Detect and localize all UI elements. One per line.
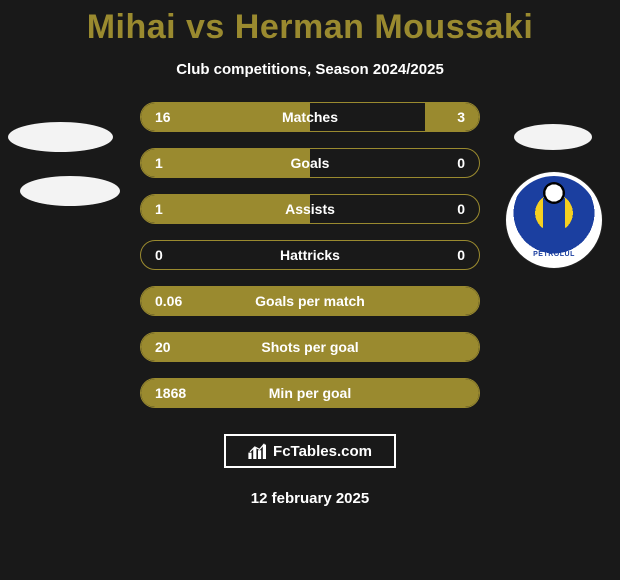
stat-row: 1 Assists 0 (140, 194, 480, 224)
stat-row: 20 Shots per goal (140, 332, 480, 362)
player-left-club-placeholder (20, 176, 120, 206)
page-title: Mihai vs Herman Moussaki (0, 0, 620, 47)
brand-text: FcTables.com (273, 443, 372, 460)
stat-value-left: 0.06 (155, 293, 182, 309)
stat-row: 0 Hattricks 0 (140, 240, 480, 270)
club-badge-text: PETROLUL (533, 251, 575, 258)
stat-value-left: 20 (155, 339, 171, 355)
club-badge-right: PETROLUL (506, 172, 602, 268)
stat-row: 1 Goals 0 (140, 148, 480, 178)
stat-label: Assists (285, 201, 335, 217)
stat-row: 16 Matches 3 (140, 102, 480, 132)
stat-value-left: 1 (155, 155, 163, 171)
stat-fill-left (141, 149, 310, 177)
stat-value-right: 0 (457, 201, 465, 217)
club-badge-stripe (543, 198, 565, 242)
player-left-photo-placeholder (8, 122, 113, 152)
stat-label: Shots per goal (261, 339, 358, 355)
stat-label: Matches (282, 109, 338, 125)
stat-label: Min per goal (269, 385, 351, 401)
player-right-photo-placeholder (514, 124, 592, 150)
date-text: 12 february 2025 (0, 490, 620, 507)
stat-row: 0.06 Goals per match (140, 286, 480, 316)
bars-logo-icon (248, 443, 268, 459)
subtitle: Club competitions, Season 2024/2025 (0, 61, 620, 78)
brand-box: FcTables.com (224, 434, 396, 468)
stat-value-left: 1 (155, 201, 163, 217)
stat-value-left: 1868 (155, 385, 186, 401)
stat-value-right: 0 (457, 155, 465, 171)
stat-value-right: 0 (457, 247, 465, 263)
stat-value-left: 0 (155, 247, 163, 263)
stat-label: Goals per match (255, 293, 365, 309)
stat-fill-right (425, 103, 479, 131)
stat-label: Goals (291, 155, 330, 171)
stat-value-right: 3 (457, 109, 465, 125)
stat-row: 1868 Min per goal (140, 378, 480, 408)
stat-label: Hattricks (280, 247, 340, 263)
stat-value-left: 16 (155, 109, 171, 125)
club-badge-ball-icon (543, 182, 565, 204)
